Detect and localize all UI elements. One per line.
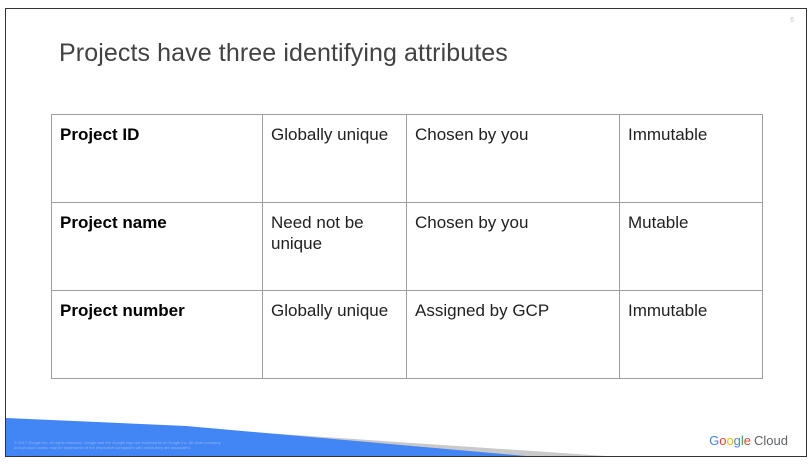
table-cell: Globally unique: [262, 290, 407, 379]
logo-letter: l: [740, 433, 744, 448]
google-cloud-logo: Google Cloud: [709, 433, 788, 448]
slide: 6 Projects have three identifying attrib…: [5, 8, 807, 457]
logo-letter: g: [733, 433, 741, 448]
table-cell: Assigned by GCP: [406, 290, 620, 379]
fineprint-line: © 2017 Google Inc. All rights reserved. …: [14, 440, 221, 445]
slide-title: Projects have three identifying attribut…: [59, 39, 508, 67]
table-cell: Mutable: [619, 202, 763, 291]
cloud-wordmark: Cloud: [754, 433, 788, 448]
table-cell: Globally unique: [262, 114, 407, 203]
google-wordmark: Google: [709, 433, 751, 448]
logo-letter: o: [726, 433, 734, 448]
table-row: Project number Globally unique Assigned …: [51, 290, 763, 379]
row-header: Project number: [51, 290, 263, 379]
fineprint-line: and product names may be trademarks of t…: [14, 445, 191, 450]
table-cell: Immutable: [619, 290, 763, 379]
logo-letter: o: [719, 433, 727, 448]
legal-fineprint: © 2017 Google Inc. All rights reserved. …: [14, 440, 221, 450]
table-cell: Chosen by you: [406, 202, 620, 291]
table-cell: Need not be unique: [262, 202, 407, 291]
attributes-table: Project ID Globally unique Chosen by you…: [51, 114, 763, 379]
table-cell: Immutable: [619, 114, 763, 203]
table-row: Project ID Globally unique Chosen by you…: [51, 114, 763, 203]
row-header: Project ID: [51, 114, 263, 203]
page-number: 6: [790, 17, 794, 24]
row-header: Project name: [51, 202, 263, 291]
logo-letter: e: [743, 433, 752, 448]
table-row: Project name Need not be unique Chosen b…: [51, 202, 763, 291]
table-cell: Chosen by you: [406, 114, 620, 203]
footer-decoration: [6, 418, 606, 456]
footer-blue-wedge: [6, 418, 526, 456]
logo-letter: G: [709, 433, 720, 448]
